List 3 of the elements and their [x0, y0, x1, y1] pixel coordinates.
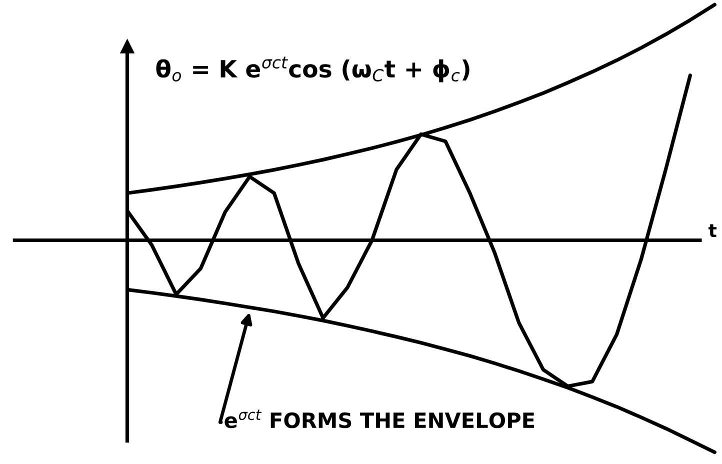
text: θ$_{o}$ = K e$^{σct}$cos (ω$_{C}$t + ϕ$_{c}$)	[156, 56, 470, 82]
x-axis-title: t	[708, 224, 717, 237]
annotation: e$^{σct}$ FORMS THE ENVELOPE	[224, 410, 534, 428]
